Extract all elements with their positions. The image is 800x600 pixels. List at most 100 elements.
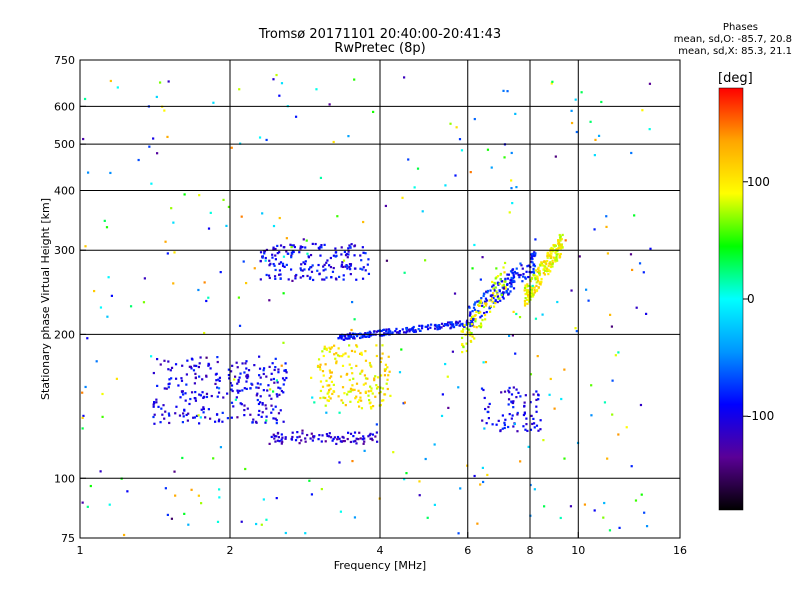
data-point [261,402,264,405]
data-point [272,246,275,249]
data-point [383,369,387,372]
data-point [498,282,501,285]
data-point [496,300,499,304]
data-point [500,292,503,295]
data-point [465,322,468,325]
data-point [359,332,362,335]
data-point [340,263,344,266]
data-point [190,391,194,394]
data-point [330,371,333,374]
data-point [397,331,400,334]
data-point [457,532,460,535]
data-point [511,334,514,337]
data-point [142,301,146,304]
data-point [258,136,262,139]
data-point [516,411,519,415]
data-point [529,483,532,487]
data-point [240,215,243,218]
data-point [346,256,349,259]
data-point [471,317,474,320]
data-point [489,305,492,308]
data-point [536,277,539,281]
data-point [553,407,556,410]
data-point [197,365,200,369]
data-point [516,430,519,433]
data-point [283,265,286,268]
data-point [530,256,533,259]
data-point [505,289,508,293]
data-point [509,290,512,293]
data-point [274,277,277,280]
data-point [492,287,495,290]
data-point [216,360,219,364]
data-point [614,354,617,357]
data-point [164,410,167,413]
data-point [535,281,538,284]
data-point [109,171,112,175]
data-point [488,306,492,309]
data-point [209,417,212,420]
data-point [301,432,304,435]
data-point [530,414,533,417]
data-point [376,440,379,443]
data-point [251,421,254,424]
data-point [500,280,504,283]
data-point [486,410,489,414]
data-point [555,248,558,251]
data-point [503,421,506,424]
data-point [385,330,388,333]
data-point [385,328,388,331]
data-point [617,351,620,354]
data-point [255,386,258,389]
data-point [469,324,472,328]
data-point [641,109,644,112]
data-point [442,324,445,327]
data-point [317,263,320,267]
data-point [502,89,505,92]
data-point [526,302,529,305]
data-point [484,304,488,307]
data-point [479,301,483,304]
data-point [321,370,325,373]
data-point [630,465,633,468]
data-point [354,397,357,400]
data-point [473,117,476,121]
data-point [386,378,389,381]
data-point [203,331,206,335]
data-point [375,330,378,333]
data-point [280,433,283,436]
data-point [215,413,219,416]
data-point [143,277,146,280]
data-point [265,518,268,521]
data-point [501,286,504,289]
data-point [214,420,217,423]
data-point [561,246,564,249]
data-point [276,244,279,248]
data-point [341,364,345,367]
data-point [350,300,354,304]
data-point [525,298,529,301]
data-point [86,505,89,508]
data-point [527,295,530,299]
data-point [481,466,484,470]
data-point [168,421,171,425]
data-point [364,377,368,380]
data-point [265,138,268,142]
data-point [332,390,335,393]
data-point [319,363,322,366]
data-point [364,382,367,385]
data-point [375,431,378,434]
data-point [447,406,450,410]
data-point [355,364,358,368]
data-point [272,78,275,81]
data-point [272,433,275,436]
data-point [203,281,206,284]
data-point [342,278,345,281]
data-point [221,411,224,414]
data-point [243,387,246,390]
data-point [227,373,231,377]
data-point [519,273,522,277]
data-point [217,420,220,423]
data-point [253,267,256,270]
data-point [503,271,506,274]
